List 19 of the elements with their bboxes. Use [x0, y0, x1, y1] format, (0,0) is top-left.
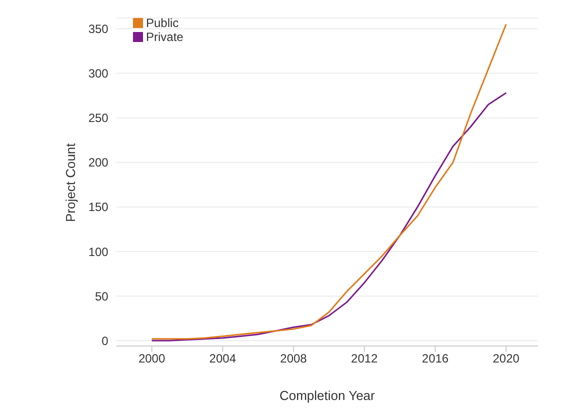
x-tick-label: 2020 [492, 352, 520, 366]
y-tick-label: 150 [88, 200, 109, 214]
x-tick-label: 2012 [351, 352, 378, 366]
y-tick-label: 250 [88, 111, 109, 126]
line-series [151, 92, 507, 342]
y-tick-label: 0 [102, 334, 109, 348]
x-tick-label: 2008 [280, 352, 308, 366]
y-axis-title: Project Count [62, 142, 78, 222]
x-axis-title: Completion Year [279, 388, 376, 403]
y-tick-label: 350 [88, 22, 109, 36]
x-tick-label: 2004 [209, 352, 236, 366]
y-tick-label: 300 [88, 66, 109, 81]
y-tick-label: 200 [88, 156, 109, 170]
legend-label: Private [146, 30, 184, 44]
legend-label: Public [146, 16, 179, 30]
x-tick-label: 2016 [422, 352, 449, 366]
x-tick-label: 2000 [138, 352, 166, 366]
y-tick-label: 100 [88, 244, 109, 259]
y-tick-label: 50 [95, 289, 109, 304]
